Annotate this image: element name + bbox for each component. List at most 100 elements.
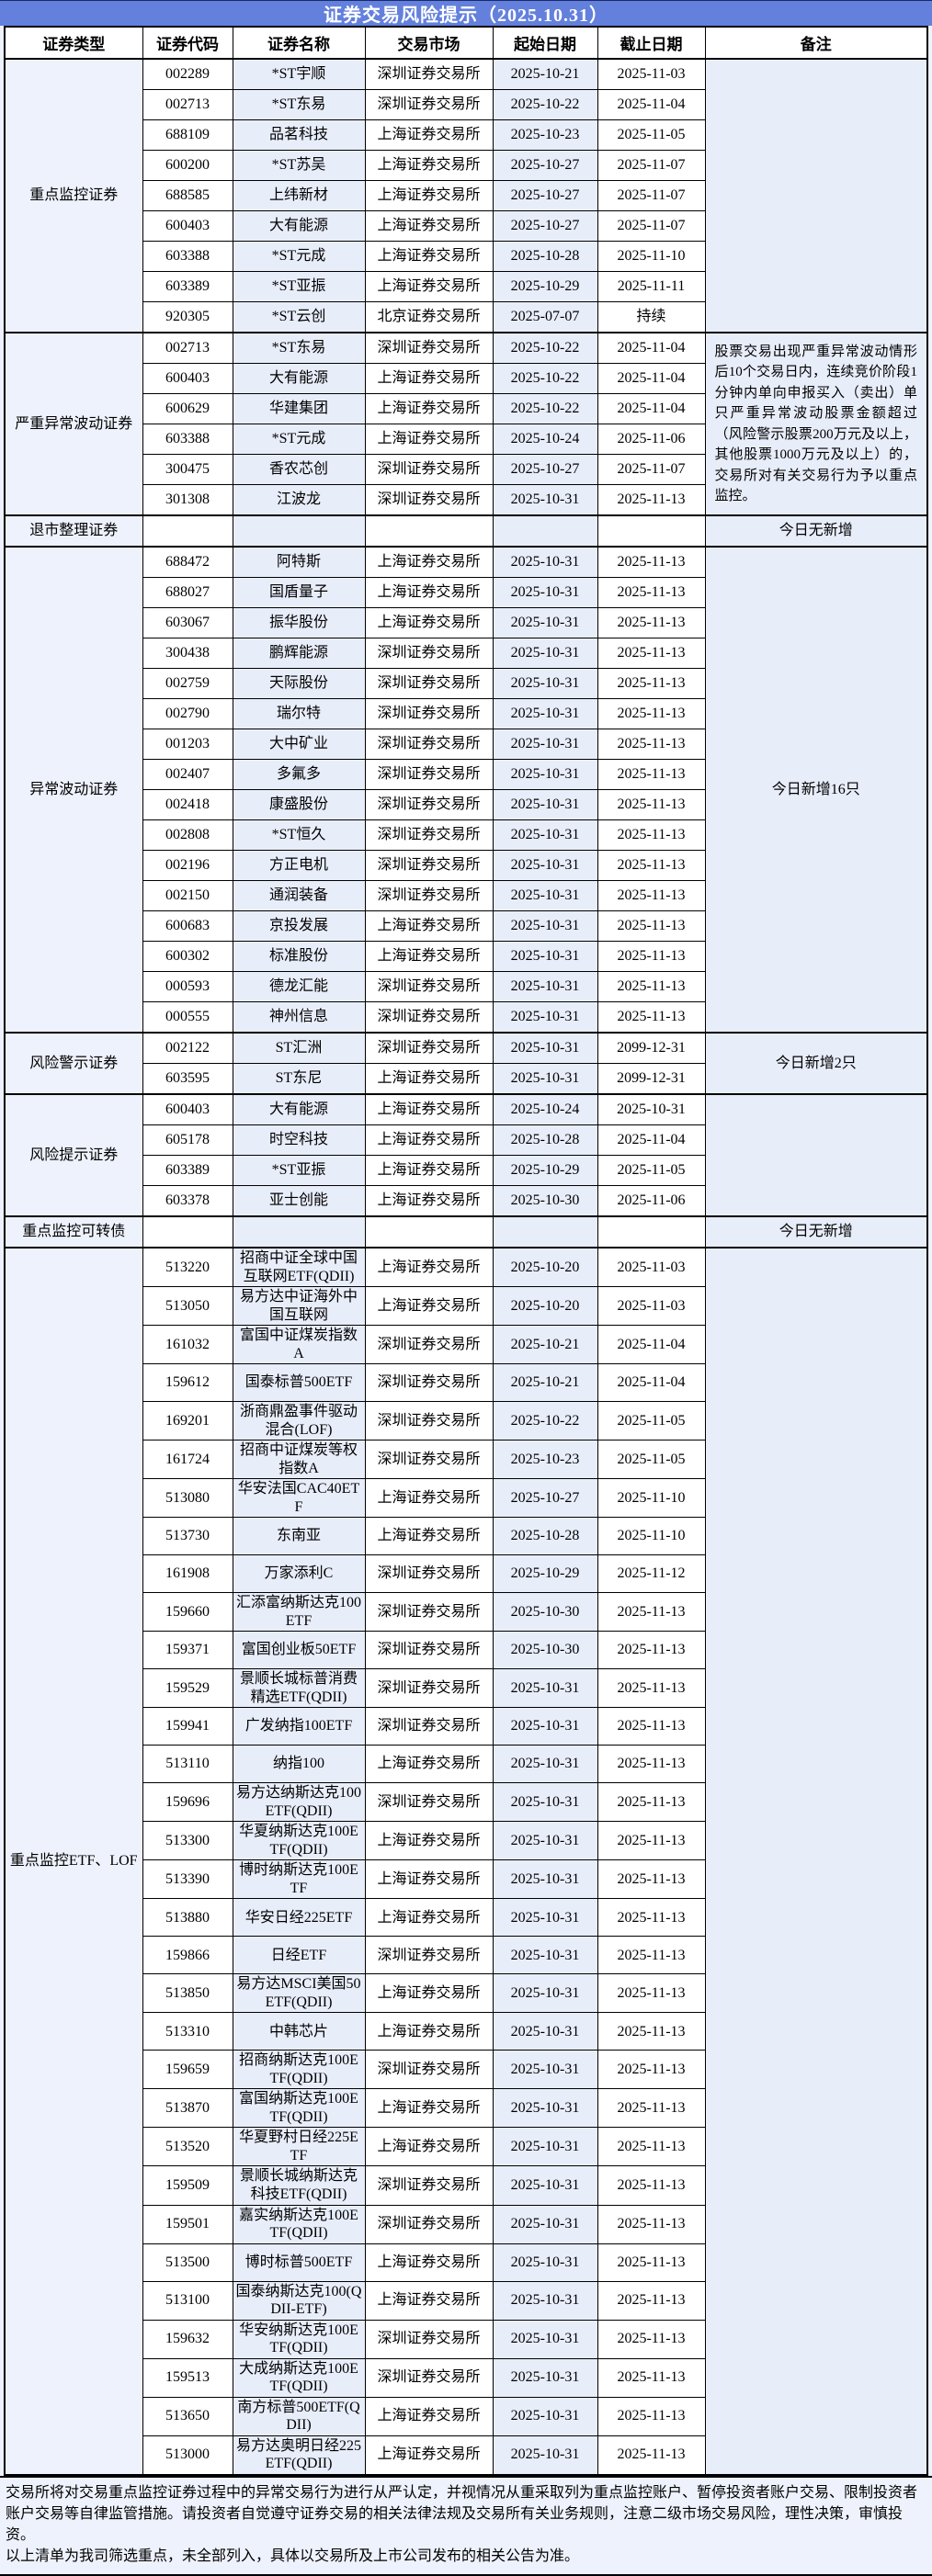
security-name-cell: 博时标普500ETF [232, 2243, 366, 2282]
table-row: 301308 江波龙 深圳证券交易所 2025-10-31 2025-11-13 [5, 484, 927, 516]
start-date-cell: 2025-10-31 [492, 638, 598, 669]
market-cell: 上海证券交易所 [364, 2012, 494, 2051]
market-cell: 深圳证券交易所 [364, 2165, 494, 2206]
security-name-cell: 浙商鼎盈事件驱动混合(LOF) [232, 1401, 366, 1441]
end-date-cell: 2025-11-13 [597, 819, 706, 851]
security-name-cell: 上纬新材 [232, 180, 366, 211]
market-cell: 深圳证券交易所 [364, 1440, 494, 1480]
security-code-cell: 159371 [142, 1631, 233, 1670]
security-code-cell: 301308 [142, 484, 233, 516]
security-code-cell: 161724 [142, 1440, 233, 1480]
start-date-cell: 2025-10-28 [492, 1517, 598, 1556]
table-row: 000593 德龙汇能 深圳证券交易所 2025-10-31 2025-11-13 [5, 971, 927, 1002]
market-cell: 深圳证券交易所 [364, 2357, 494, 2398]
security-name-cell: *ST恒久 [232, 819, 366, 851]
start-date-cell: 2025-10-31 [492, 2357, 598, 2398]
start-date-cell: 2025-10-31 [492, 910, 598, 942]
start-date-cell: 2025-10-31 [492, 1707, 598, 1746]
security-name-cell: 东南亚 [232, 1517, 366, 1556]
market-cell: 深圳证券交易所 [364, 880, 494, 911]
security-name-cell: 嘉实纳斯达克100ETF(QDII) [232, 2204, 366, 2244]
end-date-cell: 2025-11-12 [597, 1554, 706, 1594]
security-code-cell: 603595 [142, 1063, 233, 1095]
security-code-cell: 001203 [142, 729, 233, 760]
security-code-cell: 513500 [142, 2243, 233, 2282]
market-cell: 上海证券交易所 [364, 2088, 494, 2129]
end-date-cell: 2025-11-13 [597, 607, 706, 638]
start-date-cell: 2025-10-31 [492, 2319, 598, 2359]
security-name-cell: 景顺长城纳斯达克科技ETF(QDII) [232, 2165, 366, 2206]
market-cell: 深圳证券交易所 [364, 729, 494, 760]
market-cell: 上海证券交易所 [364, 363, 494, 394]
market-cell: 深圳证券交易所 [364, 1001, 494, 1034]
end-date-cell: 2025-11-05 [597, 119, 706, 151]
table-row: 600683 京投发展 上海证券交易所 2025-10-31 2025-11-13 [5, 910, 927, 942]
market-cell: 上海证券交易所 [364, 1124, 494, 1156]
security-name-cell: 南方标普500ETF(QDII) [232, 2396, 366, 2436]
security-code-cell: 600403 [142, 1093, 233, 1125]
security-name-cell [232, 514, 366, 548]
start-date-cell: 2025-10-31 [492, 850, 598, 881]
remark-cell: 今日新增16只 [704, 546, 928, 1034]
security-code-cell: 002790 [142, 698, 233, 729]
start-date-cell: 2025-10-31 [492, 1898, 598, 1938]
security-name-cell: 华夏野村日经225ETF [232, 2127, 366, 2167]
market-cell: 深圳证券交易所 [364, 89, 494, 120]
section-type-cell: 退市整理证券 [4, 514, 143, 548]
section-type-cell: 异常波动证券 [4, 546, 143, 1034]
table-row: 161032 富国中证煤炭指数A 深圳证券交易所 2025-10-21 2025-11-… [5, 1325, 927, 1365]
market-cell: 深圳证券交易所 [364, 1631, 494, 1670]
end-date-cell: 2025-11-13 [597, 1782, 706, 1823]
security-code-cell: 605178 [142, 1124, 233, 1156]
remark-cell [704, 58, 928, 333]
security-name-cell: 振华股份 [232, 607, 366, 638]
start-date-cell: 2025-10-22 [492, 1401, 598, 1441]
table-row: 513500 博时标普500ETF 上海证券交易所 2025-10-31 2025-11… [5, 2243, 927, 2282]
security-name-cell: 大有能源 [232, 210, 366, 242]
table-row: 513080 华安法国CAC40ETF 上海证券交易所 2025-10-27 2025-… [5, 1478, 927, 1519]
end-date-cell: 2025-11-03 [597, 1247, 706, 1288]
end-date-cell: 2025-11-03 [597, 58, 706, 90]
security-code-cell: 513220 [142, 1247, 233, 1288]
security-code-cell: 159529 [142, 1668, 233, 1709]
start-date-cell: 2025-10-29 [492, 1554, 598, 1594]
security-name-cell: *ST苏吴 [232, 150, 366, 181]
security-name-cell: 广发纳指100ETF [232, 1707, 366, 1746]
security-code-cell: 300438 [142, 638, 233, 669]
market-cell: 深圳证券交易所 [364, 58, 494, 90]
column-header-end-date: 截止日期 [597, 26, 706, 60]
end-date-cell: 2025-11-13 [597, 850, 706, 881]
security-name-cell: 博时纳斯达克100ETF [232, 1859, 366, 1900]
market-cell: 深圳证券交易所 [364, 484, 494, 516]
risk-alert-table: 证券类型 证券代码 证券名称 交易市场 起始日期 截止日期 备注 重点监控证券 0… [4, 26, 928, 2476]
end-date-cell: 2025-11-13 [597, 2050, 706, 2090]
start-date-cell: 2025-10-22 [492, 332, 598, 364]
end-date-cell: 2025-11-05 [597, 1155, 706, 1186]
market-cell: 深圳证券交易所 [364, 454, 494, 485]
start-date-cell: 2025-10-21 [492, 1363, 598, 1403]
market-cell: 上海证券交易所 [364, 271, 494, 302]
market-cell: 深圳证券交易所 [364, 1782, 494, 1823]
table-row: 159529 景顺长城标普消费精选ETF(QDII) 深圳证券交易所 2025-10-… [5, 1668, 927, 1709]
market-cell: 上海证券交易所 [364, 1093, 494, 1125]
security-name-cell: 德龙汇能 [232, 971, 366, 1002]
end-date-cell: 2025-11-13 [597, 2088, 706, 2129]
table-row: 002150 通润装备 深圳证券交易所 2025-10-31 2025-11-13 [5, 880, 927, 911]
security-code-cell: 603388 [142, 241, 233, 272]
security-name-cell: 招商中证煤炭等权指数A [232, 1440, 366, 1480]
start-date-cell: 2025-10-31 [492, 1063, 598, 1095]
table-header: 证券类型 证券代码 证券名称 交易市场 起始日期 截止日期 备注 [4, 26, 928, 60]
table-row: 159501 嘉实纳斯达克100ETF(QDII) 深圳证券交易所 2025-10-3… [5, 2204, 927, 2244]
security-name-cell: *ST东易 [232, 332, 366, 364]
end-date-cell: 2025-10-31 [597, 1093, 706, 1125]
start-date-cell: 2025-10-31 [492, 698, 598, 729]
start-date-cell: 2025-10-31 [492, 2280, 598, 2321]
market-cell: 深圳证券交易所 [364, 1707, 494, 1746]
security-code-cell: 161032 [142, 1325, 233, 1365]
table-row: 300475 香农芯创 深圳证券交易所 2025-10-27 2025-11-07 [5, 454, 927, 485]
security-code-cell: 161908 [142, 1554, 233, 1594]
start-date-cell: 2025-10-22 [492, 363, 598, 394]
table-row: 513000 易方达奥明日经225ETF(QDII) 上海证券交易所 2025-10-… [5, 2435, 927, 2476]
start-date-cell: 2025-10-28 [492, 241, 598, 272]
market-cell: 深圳证券交易所 [364, 332, 494, 364]
